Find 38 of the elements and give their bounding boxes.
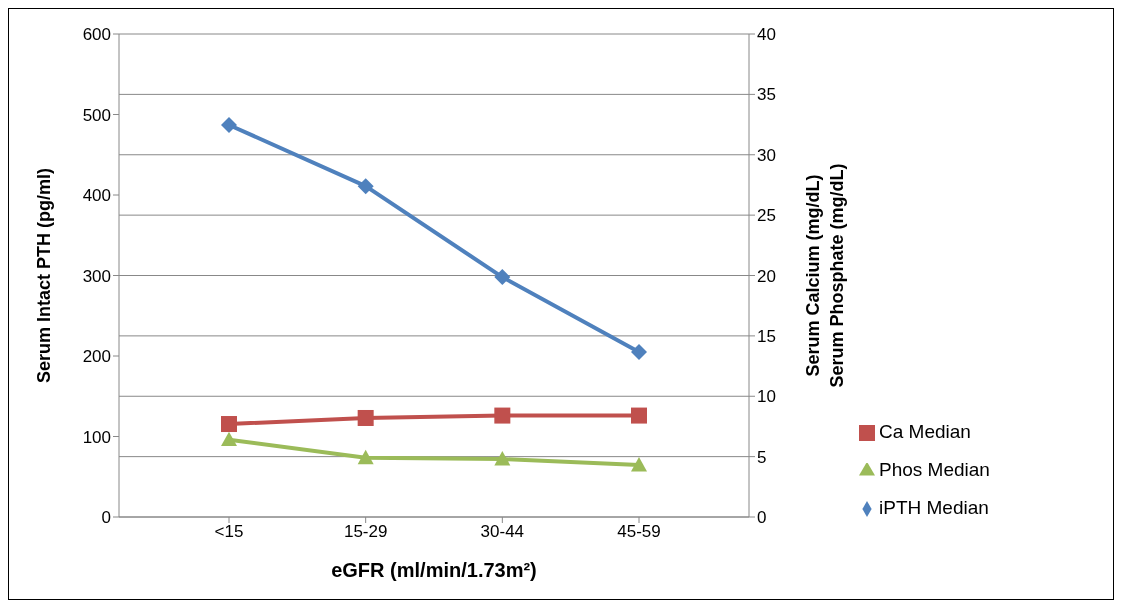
x-tick-label: <15 (214, 522, 244, 542)
legend-label: Ca Median (879, 421, 971, 442)
y2-tick-label: 20 (757, 266, 776, 286)
y-tick-label: 200 (82, 347, 111, 367)
y-tick-label: 0 (101, 508, 111, 528)
point (494, 451, 511, 466)
x-tick-label: 45-59 (617, 522, 661, 542)
y2-tick-label: 40 (757, 25, 776, 45)
point (357, 178, 374, 195)
legend-label: iPTH Median (879, 497, 989, 518)
y2-tick-label: 15 (757, 326, 776, 346)
point (357, 409, 374, 426)
y2-tick-label: 5 (757, 447, 767, 467)
point (631, 407, 647, 424)
point (631, 343, 647, 360)
y2-tick-label: 0 (757, 508, 767, 528)
y-tick-label: 400 (82, 186, 111, 206)
y2-tick-label: 25 (757, 206, 776, 226)
point (221, 416, 237, 433)
y-tick-label: 300 (82, 266, 111, 286)
point (631, 457, 647, 472)
point (221, 431, 237, 447)
point (221, 116, 237, 133)
y2-tick-label: 10 (757, 387, 776, 407)
legend-label: Phos Median (879, 459, 990, 480)
y2-tick-label: 35 (757, 85, 776, 105)
y-tick-label: 100 (82, 427, 111, 447)
x-axis-title: eGFR (ml/min/1.73m²) (331, 559, 537, 581)
x-tick-label: 15-29 (343, 522, 388, 542)
y-tick-label: 500 (82, 105, 111, 125)
y2-axis-title: Serum Calcium (mg/dL) Serum Phosphate (mg/dL) (803, 163, 847, 388)
x-tick-label: 30-44 (480, 522, 525, 542)
point (357, 449, 374, 465)
y2-tick-label: 30 (757, 145, 776, 165)
point (494, 269, 511, 286)
y-tick-label: 600 (82, 25, 111, 45)
point (494, 407, 511, 424)
y-axis-title: Serum Intact PTH (pg/ml) (34, 167, 55, 384)
